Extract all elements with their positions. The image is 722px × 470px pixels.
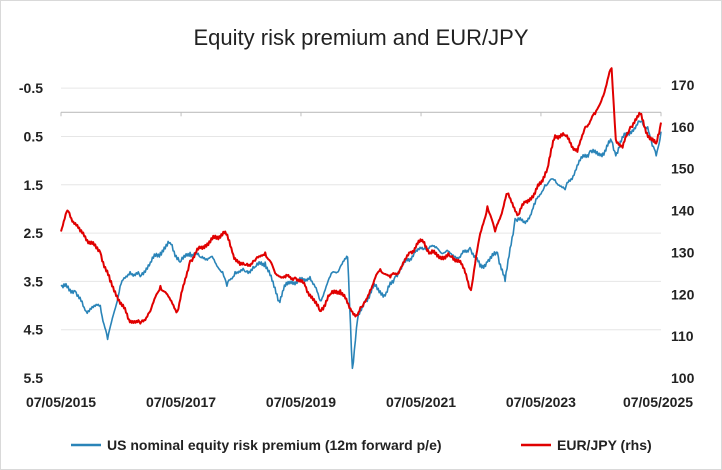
y-left-tick-label: 5.5	[24, 370, 44, 386]
y-right-tick-label: 100	[671, 370, 695, 386]
y-right-tick-label: 110	[671, 328, 694, 344]
y-right-tick-label: 140	[671, 203, 695, 219]
y-right-tick-label: 150	[671, 161, 695, 177]
x-tick-label: 07/05/2019	[266, 394, 336, 410]
chart-title: Equity risk premium and EUR/JPY	[194, 25, 529, 50]
y-left-tick-label: 2.5	[24, 225, 44, 241]
y-left-tick-label: 3.5	[24, 273, 44, 289]
legend-label: US nominal equity risk premium (12m forw…	[107, 437, 442, 453]
x-tick-label: 07/05/2021	[386, 394, 456, 410]
x-tick-label: 07/05/2025	[623, 394, 693, 410]
y-right-tick-label: 160	[671, 119, 695, 135]
y-right-tick-label: 130	[671, 244, 695, 260]
x-tick-label: 07/05/2015	[26, 394, 96, 410]
legend-label: EUR/JPY (rhs)	[557, 437, 652, 453]
y-right-tick-label: 170	[671, 77, 695, 93]
x-tick-label: 07/05/2017	[146, 394, 216, 410]
x-tick-label: 07/05/2023	[506, 394, 576, 410]
y-left-tick-label: 1.5	[24, 177, 44, 193]
y-left-tick-label: -0.5	[19, 80, 43, 96]
grid-layer	[61, 87, 661, 331]
y-left-tick-label: 0.5	[24, 128, 44, 144]
series-line-eur-jpy	[60, 67, 662, 325]
y-left-tick-label: 4.5	[24, 322, 44, 338]
axis-layer: -0.5 0.5 1.5 2.5 3.5 4.5 5.5 100 110 120 130 140 150…	[19, 77, 695, 410]
y-right-tick-label: 120	[671, 286, 695, 302]
legend: US nominal equity risk premium (12m forw…	[71, 437, 652, 453]
series-layer	[60, 67, 662, 370]
series-line-equity-risk-premium	[60, 120, 662, 370]
